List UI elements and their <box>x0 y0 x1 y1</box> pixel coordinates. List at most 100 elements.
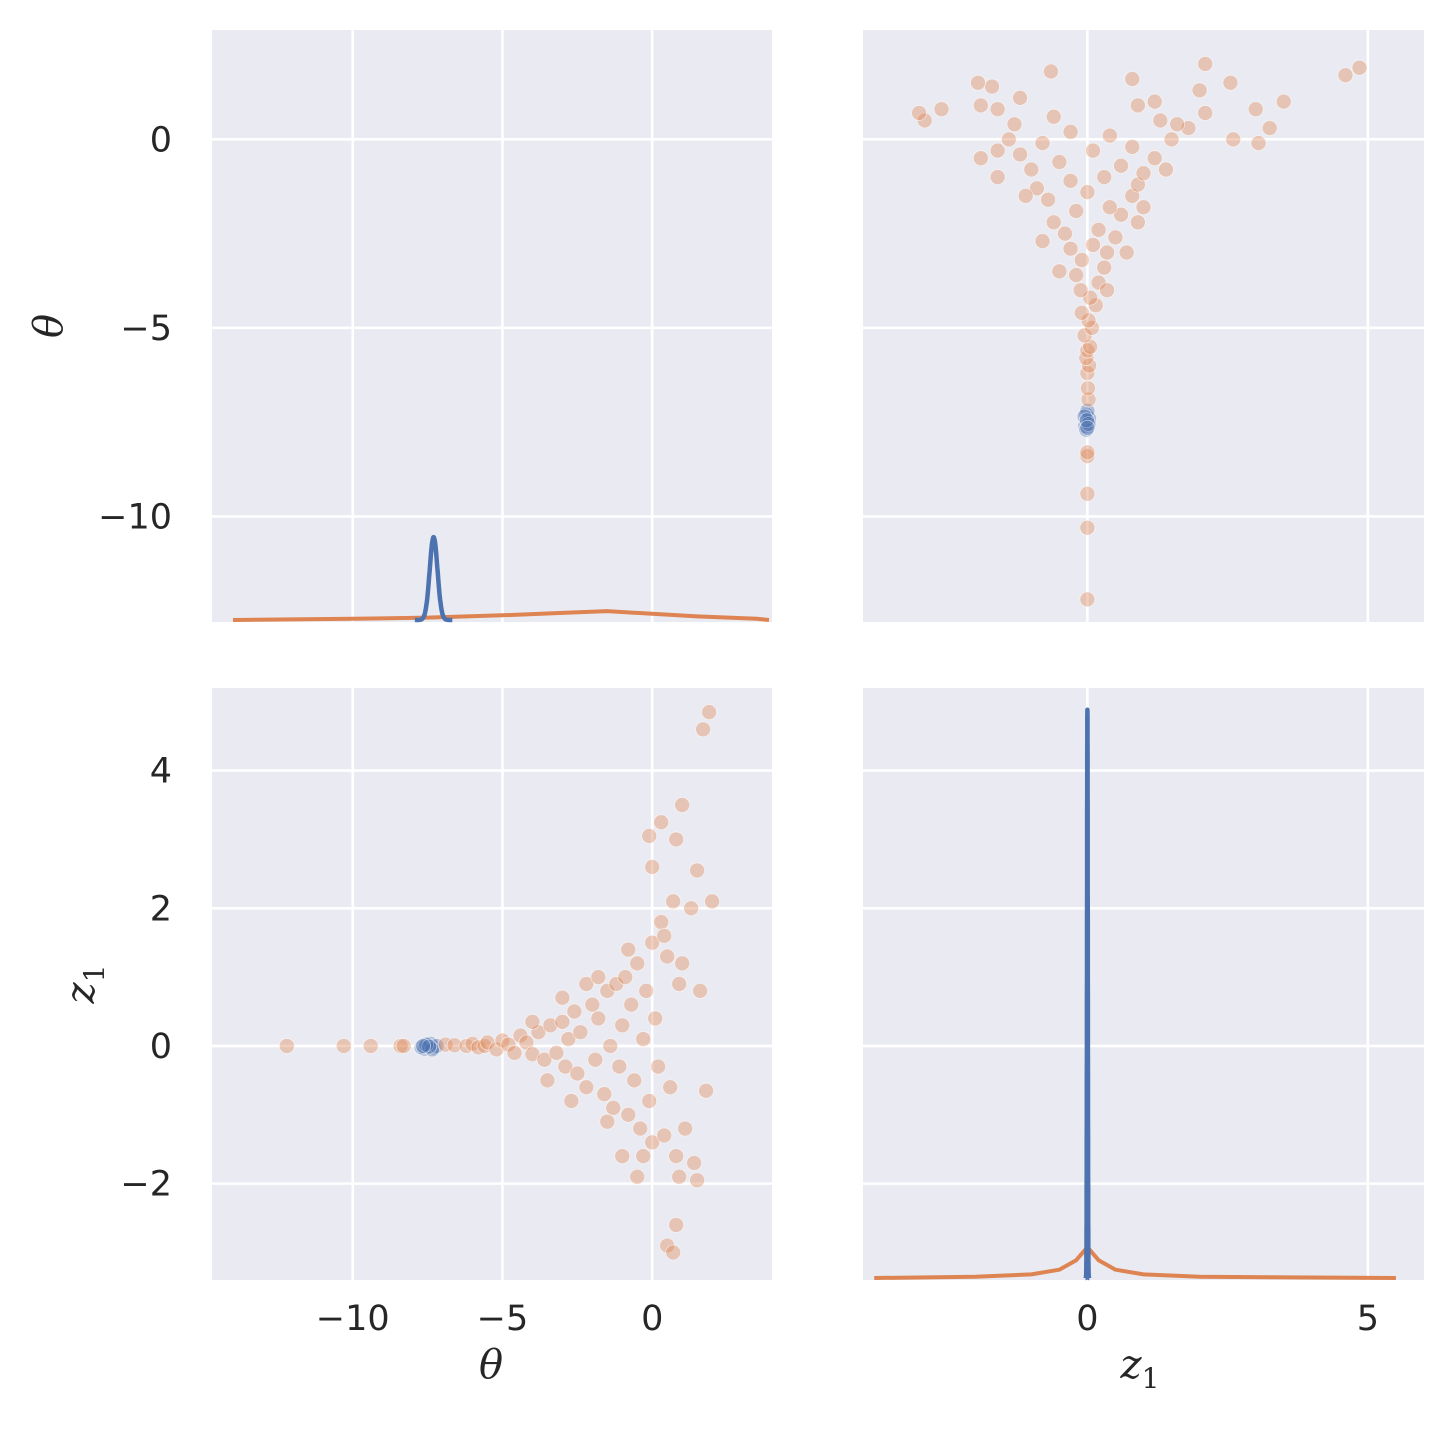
scatter-point-blue <box>421 1038 438 1055</box>
scatter-point-orange <box>536 1051 553 1068</box>
scatter-point-orange <box>653 914 670 930</box>
scatter-point-orange <box>590 969 607 986</box>
scatter-point-orange <box>1040 191 1057 208</box>
scatter-point-orange <box>605 1100 622 1116</box>
x-tick-label: 5 <box>1357 1299 1379 1339</box>
scatter-point-orange <box>584 996 601 1013</box>
scatter-point-orange <box>395 1038 412 1054</box>
scatter-point-orange <box>590 1010 607 1027</box>
scatter-point-orange <box>635 1148 652 1164</box>
scatter-point-orange <box>629 1168 646 1185</box>
scatter-point-orange <box>620 941 637 958</box>
scatter-point-orange <box>488 1041 505 1058</box>
x-tick-label: −10 <box>316 1299 390 1339</box>
scatter-point-orange <box>677 1120 694 1137</box>
scatter-point-orange <box>1124 138 1141 155</box>
scatter-point-orange <box>1043 63 1059 80</box>
scatter-point-orange <box>1096 259 1113 276</box>
scatter-point-orange <box>686 1155 703 1171</box>
x-tick-label: −5 <box>477 1299 529 1339</box>
scatter-point-orange <box>614 1148 631 1164</box>
y-tick-label: 2 <box>150 889 172 929</box>
scatter-point-orange <box>1197 105 1214 121</box>
scatter-point-orange <box>611 1058 628 1075</box>
scatter-point-orange <box>554 989 571 1006</box>
scatter-point-orange <box>1135 165 1152 182</box>
scatter-point-orange <box>1169 116 1186 133</box>
scatter-point-orange <box>560 1031 577 1047</box>
x-tick-label: 0 <box>641 1299 663 1339</box>
kde-curve-blue <box>1083 707 1092 1281</box>
scatter-point-orange <box>554 1013 571 1030</box>
scatter-point-orange <box>1152 112 1169 129</box>
scatter-point-orange <box>1129 97 1146 114</box>
scatter-point-orange <box>1079 485 1096 502</box>
scatter-point-orange <box>1113 206 1129 223</box>
scatter-point-orange <box>1045 214 1062 231</box>
scatter-point-orange <box>1351 59 1368 76</box>
scatter-point-orange <box>1107 229 1124 246</box>
scatter-point-orange <box>626 1072 643 1089</box>
scatter-point-orange <box>608 976 625 992</box>
scatter-point-orange <box>470 1039 487 1056</box>
scatter-point-orange <box>647 1010 664 1027</box>
scatter-point-orange <box>984 78 1000 95</box>
scatter-point-orange <box>362 1038 379 1054</box>
scatter-point-orange <box>1079 448 1096 464</box>
scatter-point-orange <box>1129 214 1146 231</box>
scatter-point-orange <box>1062 240 1079 257</box>
scatter-point-orange <box>911 105 927 121</box>
scatter-point-orange <box>1017 188 1034 204</box>
scatter-point-orange <box>617 969 634 986</box>
scatter-point-orange <box>1045 108 1062 125</box>
scatter-point-orange <box>569 1065 586 1082</box>
scatter-point-orange <box>1101 199 1118 216</box>
scatter-point-orange <box>1034 233 1051 250</box>
scatter-point-orange <box>539 1072 556 1089</box>
y-axis-label-z1: z1 <box>58 965 111 1005</box>
scatter-point-orange <box>563 1093 580 1109</box>
scatter-point-orange <box>1072 282 1089 299</box>
scatter-point-orange <box>989 169 1006 185</box>
scatter-point-orange <box>1023 161 1040 178</box>
scatter-point-orange <box>641 828 658 844</box>
scatter-point-orange <box>578 1079 595 1096</box>
scatter-point-orange <box>656 1127 673 1144</box>
scatter-point-orange <box>1275 93 1292 110</box>
scatter-point-orange <box>1096 169 1113 185</box>
y-tick-label: −10 <box>98 497 172 537</box>
scatter-point-orange <box>1068 267 1085 283</box>
scatter-point-orange <box>1146 150 1163 167</box>
scatter-point-orange <box>1073 252 1090 268</box>
scatter-point-orange <box>1090 221 1107 238</box>
scatter-point-orange <box>665 893 682 910</box>
scatter-point-orange <box>1146 93 1163 110</box>
scatter-point-orange <box>668 1148 685 1164</box>
scatter-point-orange <box>989 142 1006 159</box>
scatter-point-orange <box>623 996 640 1013</box>
scatter-point-orange <box>1080 391 1097 408</box>
scatter-point-orange <box>972 150 989 167</box>
scatter-point-orange <box>1062 172 1079 189</box>
scatter-point-orange <box>602 1038 619 1054</box>
scatter-point-orange <box>1163 131 1180 148</box>
scatter-point-orange <box>689 1172 706 1189</box>
scatter-point-orange <box>641 1093 658 1109</box>
scatter-point-orange <box>1099 282 1115 299</box>
scatter-point-orange <box>500 1036 517 1053</box>
scatter-point-orange <box>1085 237 1101 253</box>
y-tick-label: 0 <box>150 1027 172 1067</box>
scatter-point-orange <box>524 1046 541 1063</box>
scatter-point-orange <box>701 704 718 720</box>
scatter-point-orange <box>1079 591 1096 608</box>
scatter-point-orange <box>587 1051 604 1068</box>
scatter-point-orange <box>1079 444 1096 461</box>
scatter-point-orange <box>668 1217 685 1233</box>
scatter-point-orange <box>1135 199 1152 216</box>
scatter-point-orange <box>1197 56 1214 72</box>
scatter-point-orange <box>572 1024 589 1041</box>
scatter-point-orange <box>1000 131 1017 148</box>
scatter-point-orange <box>614 1017 631 1034</box>
scatter-point-orange <box>1073 304 1090 321</box>
